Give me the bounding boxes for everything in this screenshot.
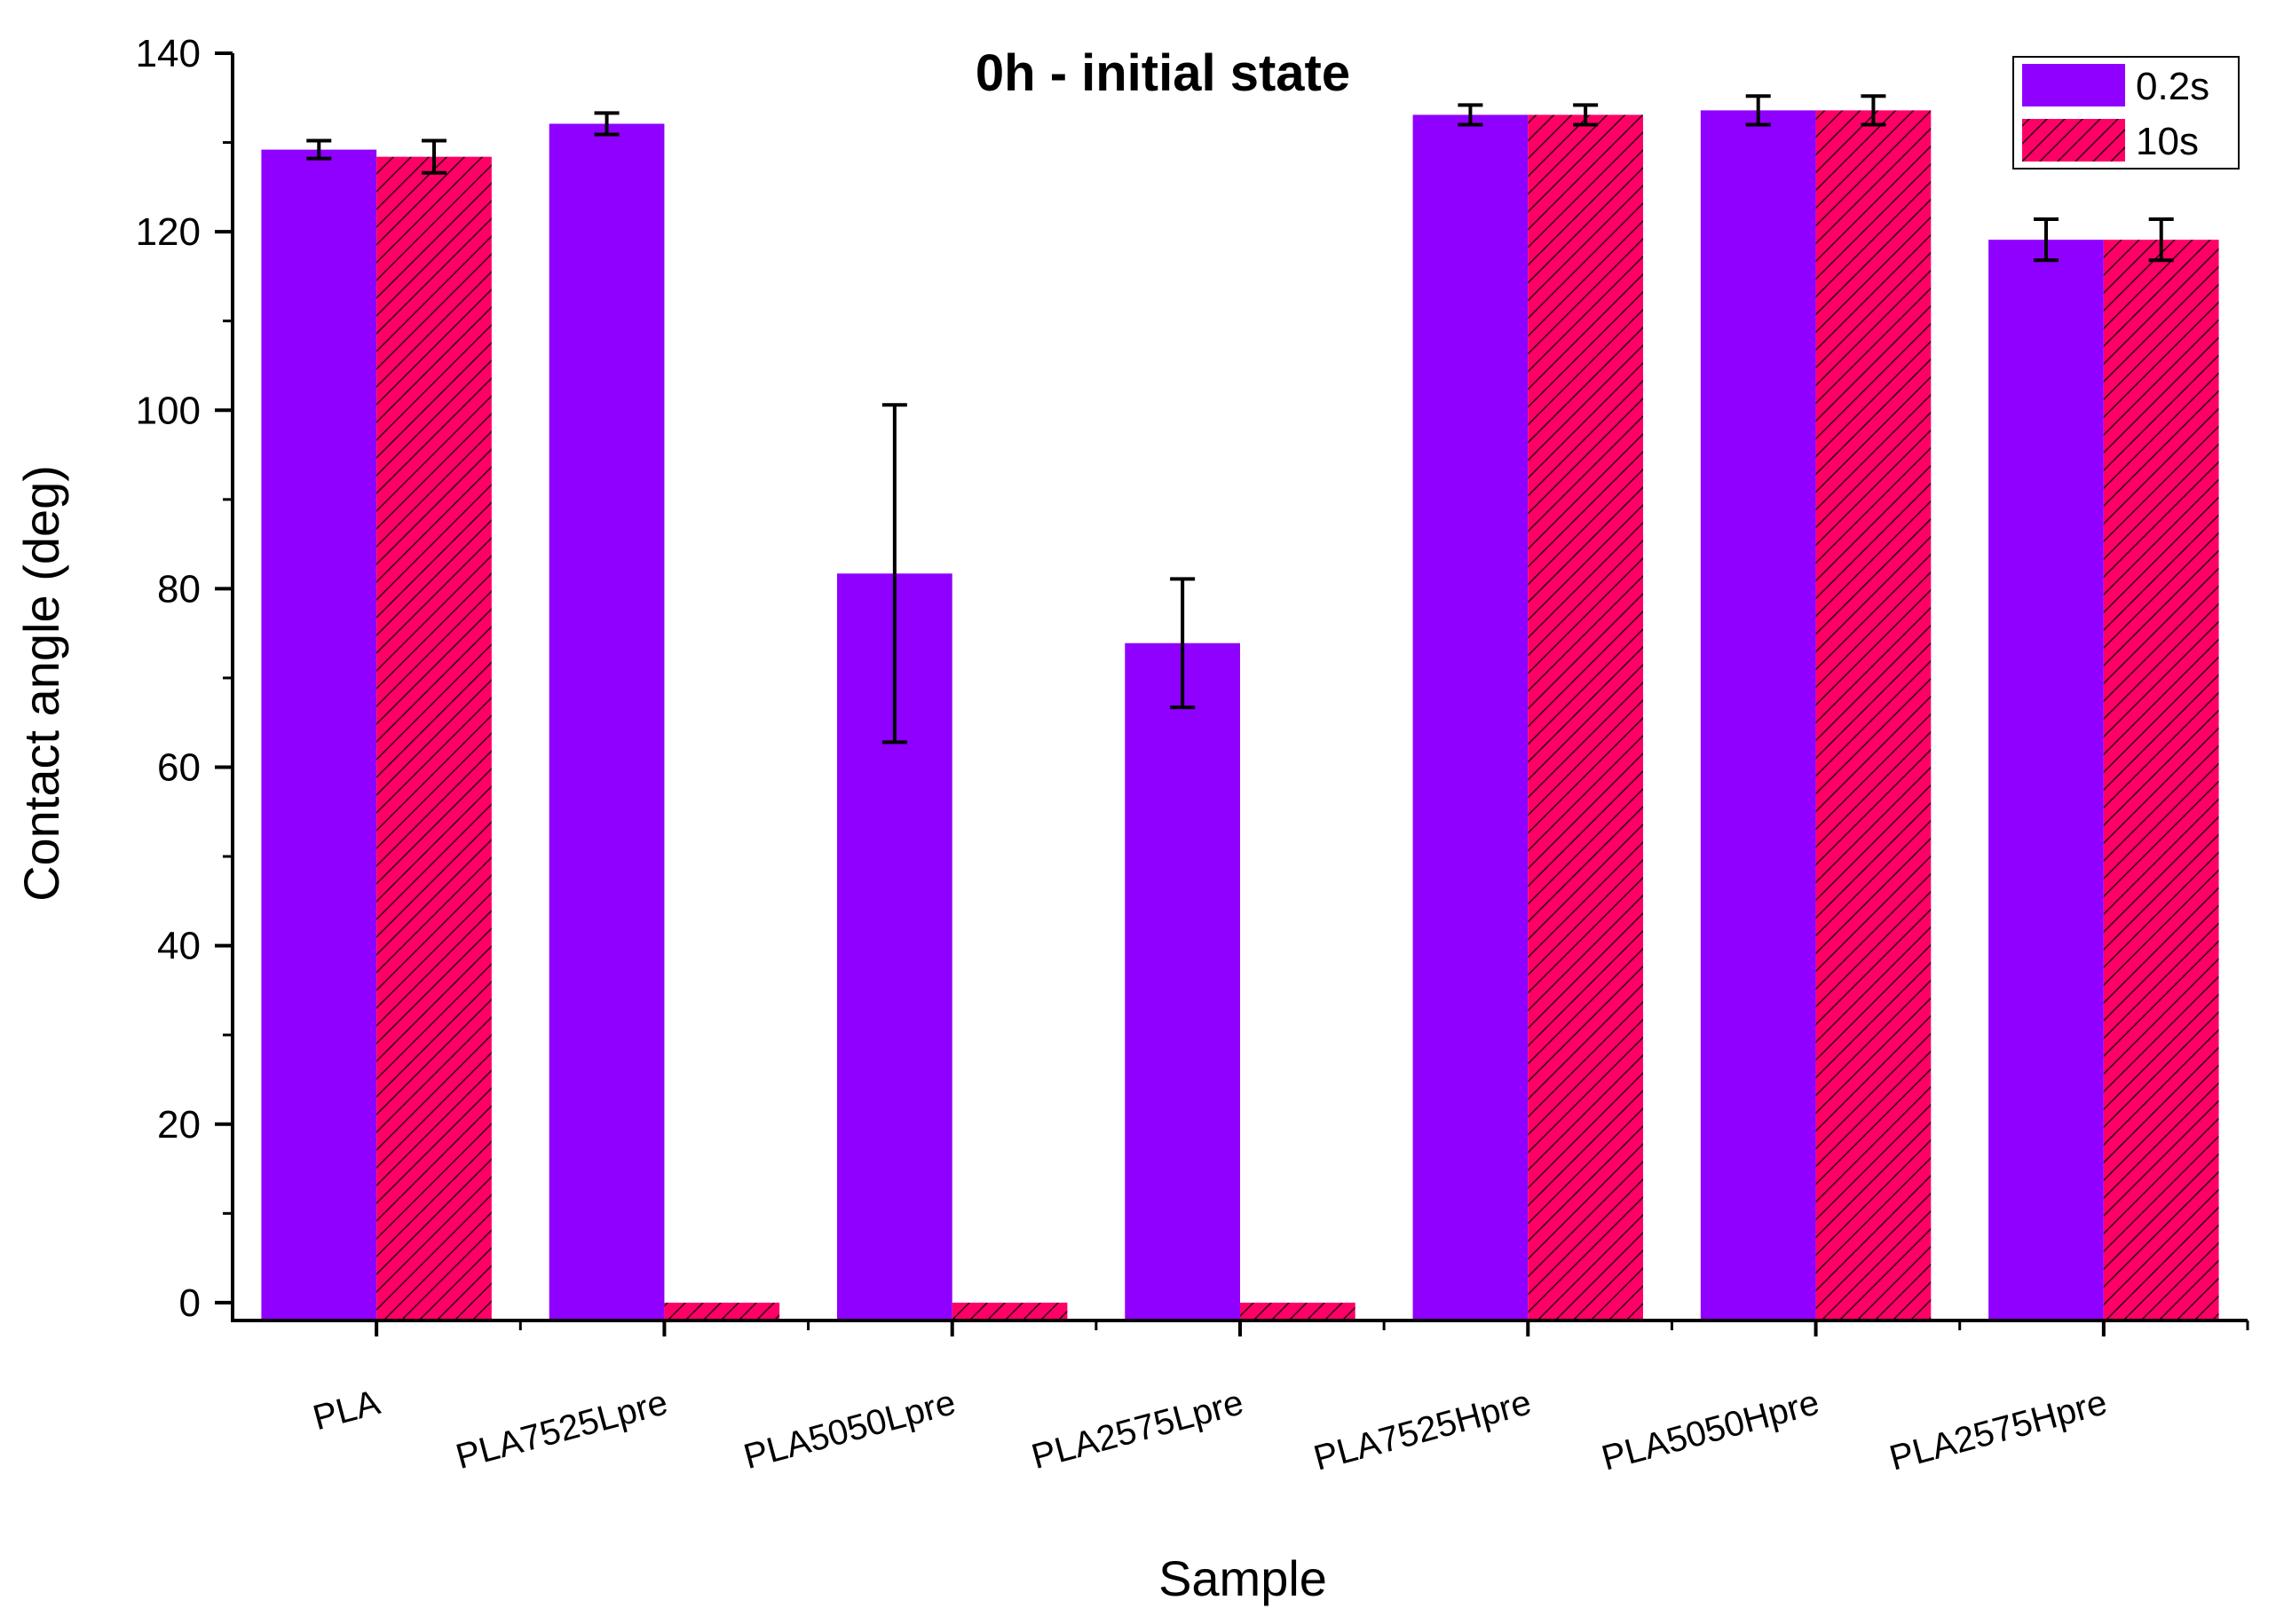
bar-0.2s-PLA7525Lpre	[549, 123, 665, 1320]
y-tick-label-140: 140	[136, 32, 201, 75]
y-axis-title: Contact angle (deg)	[13, 465, 69, 902]
y-tick-label-100: 100	[136, 389, 201, 432]
x-tick-label-3: PLA2575Lpre	[1028, 1383, 1248, 1477]
chart-title: 0h - initial state	[976, 44, 1350, 102]
error-bar-0.2s-PLA5050Lpre	[881, 403, 907, 745]
bars-layer	[261, 110, 2219, 1321]
legend-swatch-0	[2022, 64, 2125, 106]
error-bar-0.2s-PLA2575Lpre	[1170, 577, 1196, 710]
x-tick-label-5: PLA5050Hpre	[1598, 1383, 1823, 1478]
y-tick-label-120: 120	[136, 210, 201, 254]
error-bar-10s-PLA7525Hpre	[1573, 103, 1599, 127]
bar-10s-PLA5050Lpre	[952, 1302, 1068, 1320]
error-bar-0.2s-PLA7525Hpre	[1458, 103, 1483, 127]
legend-swatch-1	[2022, 119, 2125, 162]
bar-0.2s-PLA2575Lpre	[1125, 643, 1240, 1320]
bar-10s-PLA7525Hpre	[1528, 114, 1643, 1321]
error-bar-0.2s-PLA	[306, 138, 332, 161]
error-bar-0.2s-PLA2575Hpre	[2034, 217, 2059, 263]
y-tick-label-20: 20	[157, 1103, 201, 1147]
x-tick-label-1: PLA7525Lpre	[452, 1383, 672, 1477]
error-bar-10s-PLA2575Hpre	[2148, 217, 2174, 263]
legend-label-1: 10s	[2136, 120, 2199, 163]
bar-0.2s-PLA7525Hpre	[1412, 114, 1529, 1321]
error-bar-10s-PLA5050Hpre	[1861, 94, 1886, 127]
bar-0.2s-PLA	[261, 149, 377, 1321]
y-ticks: 0 20 40 60 80 100 120 140	[136, 32, 233, 1325]
x-axis-title: Sample	[1158, 1550, 1327, 1606]
error-bar-0.2s-PLA7525Lpre	[594, 111, 620, 137]
bar-10s-PLA5050Hpre	[1815, 110, 1932, 1320]
x-tick-label-0: PLA	[309, 1383, 384, 1438]
bar-10s-PLA7525Lpre	[664, 1302, 780, 1320]
bar-0.2s-PLA5050Hpre	[1700, 110, 1816, 1320]
x-tick-label-6: PLA2575Hpre	[1885, 1383, 2111, 1478]
bar-10s-PLA	[376, 156, 492, 1320]
x-ticks: PLA PLA7525Lpre PLA5050Lpre PLA2575Lpre PLA7…	[309, 1320, 2249, 1478]
bar-10s-PLA2575Lpre	[1240, 1302, 1355, 1320]
y-tick-label-60: 60	[157, 746, 201, 790]
y-tick-label-40: 40	[157, 925, 201, 968]
bar-0.2s-PLA2575Hpre	[1988, 240, 2104, 1320]
x-tick-label-4: PLA7525Hpre	[1309, 1383, 1535, 1478]
x-tick-label-2: PLA5050Lpre	[739, 1383, 960, 1477]
error-bars-layer	[306, 94, 2174, 745]
y-tick-label-80: 80	[157, 567, 201, 611]
error-bar-0.2s-PLA5050Hpre	[1745, 94, 1771, 127]
legend: 0.2s 10s	[2012, 56, 2240, 169]
bar-10s-PLA2575Hpre	[2103, 240, 2219, 1320]
y-tick-label-0: 0	[179, 1281, 201, 1325]
error-bar-10s-PLA	[422, 138, 447, 175]
legend-label-0: 0.2s	[2136, 65, 2209, 108]
